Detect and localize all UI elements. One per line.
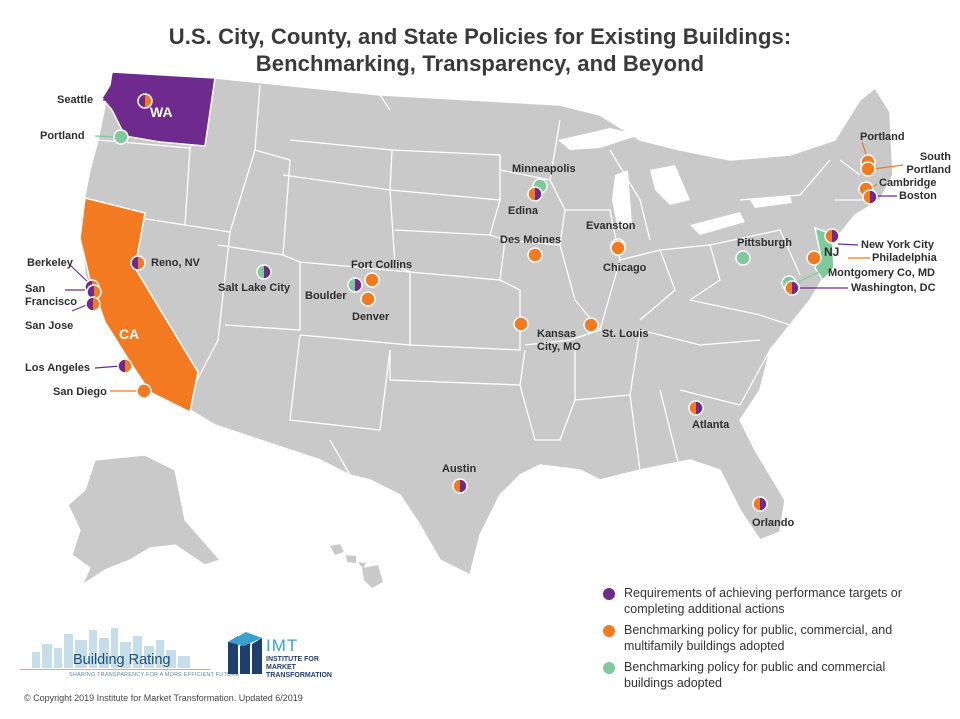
city-label: South Portland [906, 151, 951, 176]
city-label: Seattle [57, 94, 94, 106]
copyright: © Copyright 2019 Institute for Market Tr… [24, 693, 303, 703]
city-marker[interactable] [347, 277, 363, 293]
city-marker[interactable] [527, 247, 543, 263]
city-label: Chicago [603, 262, 647, 274]
city-label: Portland [860, 131, 905, 143]
state-label-nj: NJ [824, 245, 840, 259]
city-marker[interactable] [117, 358, 133, 374]
building-rating-logo: Building Rating [73, 652, 171, 668]
city-label: Los Angeles [25, 362, 90, 374]
alaska [67, 454, 222, 587]
city-marker[interactable] [130, 255, 146, 271]
city-label: Des Moines [500, 234, 562, 246]
city-marker[interactable] [610, 240, 626, 256]
city-marker[interactable] [860, 161, 876, 177]
city-marker[interactable] [137, 93, 153, 109]
map-title-line-2: Benchmarking, Transparency, and Beyond [255, 51, 705, 76]
city-marker[interactable] [583, 317, 599, 333]
city-marker[interactable] [113, 129, 129, 145]
city-markers [84, 93, 878, 512]
city-marker[interactable] [752, 496, 768, 512]
city-marker[interactable] [452, 478, 468, 494]
leader-lines [65, 99, 904, 392]
city-label: Reno, NV [151, 257, 200, 269]
imt-logo: IMT [266, 636, 299, 655]
city-label: Portland [40, 130, 85, 142]
city-marker[interactable] [136, 383, 152, 399]
legend-dot-green [603, 662, 615, 674]
city-label: San Jose [25, 320, 74, 332]
city-label: Fort Collins [351, 259, 413, 271]
city-label: Washington, DC [851, 282, 936, 294]
hawaii [330, 544, 383, 588]
city-label: Berkeley [27, 257, 73, 269]
building-rating-tagline: SHARING TRANSPARENCY FOR A MORE EFFICIEN… [69, 672, 240, 678]
legend-dot-purple [603, 588, 615, 600]
city-label: Edina [508, 205, 538, 217]
logo-divider [20, 669, 210, 670]
city-label: Kansas City, MO [537, 328, 581, 353]
city-marker[interactable] [688, 400, 704, 416]
state-label-wa: WA [150, 104, 173, 120]
city-label: Cambridge [879, 177, 937, 189]
city-label: San Diego [53, 386, 107, 398]
city-marker[interactable] [364, 272, 380, 288]
us-land [79, 71, 894, 577]
imt-logo-subtitle: INSTITUTE FOR MARKET TRANSFORMATION [266, 656, 332, 679]
imt-logo-icon [228, 632, 262, 674]
city-marker[interactable] [85, 296, 101, 312]
building-rating-skyline-icon [32, 628, 190, 668]
city-marker[interactable] [256, 264, 272, 280]
city-label: Minneapolis [512, 163, 576, 175]
city-label: Philadelphia [872, 252, 937, 264]
legend-text: Benchmarking policy for public, commerci… [624, 623, 893, 653]
map-title-line-1: U.S. City, County, and State Policies fo… [168, 24, 792, 49]
city-label: Austin [442, 463, 477, 475]
city-marker[interactable] [735, 250, 751, 266]
state-label-ca: CA [119, 326, 140, 342]
city-label: Evanston [586, 220, 636, 232]
city-marker[interactable] [527, 186, 543, 202]
city-label: Boston [899, 190, 937, 202]
legend-text: Benchmarking policy for public and comme… [624, 660, 886, 690]
city-label: Orlando [752, 517, 795, 529]
city-label: New York City [861, 239, 934, 251]
city-label: Salt Lake City [218, 282, 291, 294]
city-label: Denver [352, 311, 390, 323]
legend-dot-orange [603, 625, 615, 637]
city-label: Atlanta [692, 419, 730, 431]
city-marker[interactable] [513, 316, 529, 332]
city-marker[interactable] [862, 189, 878, 205]
city-marker[interactable] [360, 291, 376, 307]
city-marker[interactable] [784, 280, 800, 296]
city-label: St. Louis [602, 328, 649, 340]
city-label: Boulder [305, 290, 347, 302]
city-label: Montgomery Co, MD [828, 267, 935, 279]
city-label: San Francisco [25, 283, 77, 308]
city-marker[interactable] [806, 250, 822, 266]
city-marker[interactable] [824, 228, 840, 244]
legend-text: Requirements of achieving performance ta… [624, 586, 902, 616]
great-lakes [558, 128, 792, 235]
city-label: Pittsburgh [737, 237, 792, 249]
